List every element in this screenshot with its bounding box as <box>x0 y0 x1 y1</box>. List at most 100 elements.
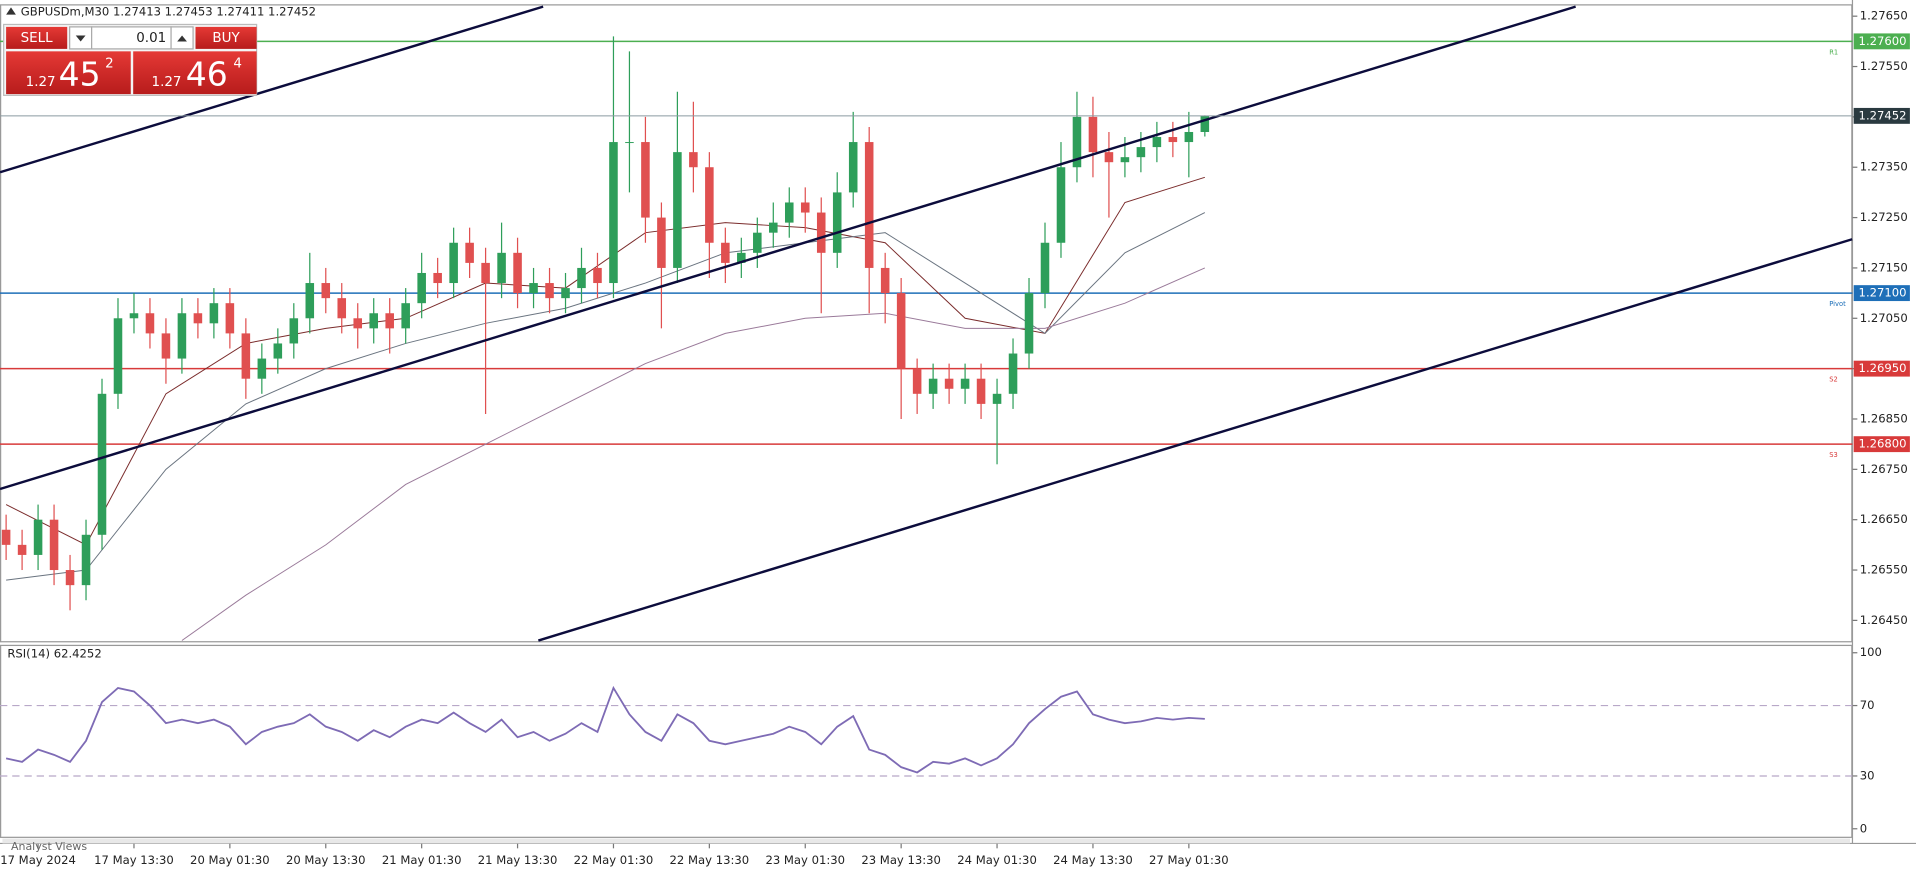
arrow-icon <box>75 35 86 42</box>
sell-price[interactable] <box>6 51 131 95</box>
candle-body <box>769 222 778 233</box>
price-tag <box>1853 360 1910 377</box>
y-tick-label: 1.27050 <box>1860 311 1908 325</box>
candle-body <box>944 378 954 389</box>
candle-body <box>449 242 458 284</box>
y-tick-label: 1.27250 <box>1860 210 1908 224</box>
candle-body <box>241 333 251 379</box>
candle-body <box>417 272 426 304</box>
main-panel <box>0 4 1853 643</box>
y-tick-label: 70 <box>1860 698 1875 712</box>
candle-body <box>1056 167 1066 243</box>
candle-body <box>321 283 331 299</box>
candle-body <box>864 142 874 268</box>
candle-body <box>193 313 203 324</box>
price-tag <box>1853 107 1910 124</box>
trend-channel <box>0 5 544 174</box>
x-tick-label: 20 May 01:30 <box>190 853 270 867</box>
x-tick-label: 17 May 13:30 <box>94 853 174 867</box>
candle-body <box>401 303 410 329</box>
x-tick-label: 17 May 2024 <box>0 853 76 867</box>
candle-body <box>689 152 698 168</box>
y-tick-label: 0 <box>1860 821 1867 835</box>
price-tag-label: 1.27452 <box>1859 108 1907 122</box>
candle-body <box>880 267 890 294</box>
volume-value: 0.01 <box>136 31 166 46</box>
candle-body <box>657 217 666 268</box>
candle-body <box>81 534 91 586</box>
moving-average <box>6 212 1206 581</box>
trend-channel <box>537 238 1853 642</box>
candle-body <box>737 252 746 263</box>
candle-body <box>529 283 538 294</box>
level-name: S2 <box>1829 376 1838 384</box>
candle-body <box>513 252 522 294</box>
y-tick-label: 1.26450 <box>1860 613 1908 627</box>
y-tick-label: 30 <box>1860 768 1875 782</box>
price-tag-label: 1.27600 <box>1859 34 1907 48</box>
y-tick-label: 1.27550 <box>1860 59 1908 73</box>
y-tick-label: 1.26850 <box>1860 411 1908 425</box>
candle-body <box>465 242 474 263</box>
candle-body <box>832 192 842 253</box>
buy-label: BUY <box>212 31 240 46</box>
price-tag-label: 1.26950 <box>1859 361 1907 375</box>
candle-body <box>705 167 714 243</box>
candle-body <box>33 519 43 555</box>
arrow-icon <box>177 35 187 42</box>
candle-body <box>1088 116 1098 153</box>
buy-button[interactable] <box>195 26 257 49</box>
trade-panel: SELL 0.01 BUY 1.27 45 2 1.27 46 4 <box>3 23 258 96</box>
candle-body <box>976 378 986 404</box>
x-tick-label: 24 May 01:30 <box>957 853 1037 867</box>
candle-body <box>385 313 394 329</box>
price-tag-label: 1.26800 <box>1859 437 1907 451</box>
candle-body <box>960 378 970 389</box>
price-prefix: 1.27 <box>152 75 182 90</box>
price-prefix: 1.27 <box>26 75 56 90</box>
candle-body <box>896 293 906 369</box>
x-tick-label: 21 May 13:30 <box>478 853 558 867</box>
candle-body <box>305 283 315 319</box>
candle-body <box>1072 116 1082 168</box>
y-tick-label: 1.26750 <box>1860 462 1908 476</box>
buy-price[interactable] <box>133 51 257 95</box>
candle-body <box>225 303 235 334</box>
candle-body <box>1040 242 1050 294</box>
candle-body <box>1 529 11 545</box>
candle-body <box>113 318 123 394</box>
candle-body <box>257 358 267 379</box>
price-sup: 4 <box>233 57 242 72</box>
price-main: 46 <box>186 54 228 93</box>
candle-body <box>273 343 283 359</box>
candle-body <box>816 212 826 253</box>
candle-body <box>337 298 347 319</box>
y-tick-label: 1.27350 <box>1860 160 1908 174</box>
collapse-icon[interactable] <box>6 7 16 15</box>
x-tick-label: 22 May 01:30 <box>574 853 654 867</box>
candle-body <box>1168 137 1178 143</box>
sell-button[interactable] <box>6 26 68 49</box>
candle-body <box>145 313 155 334</box>
rsi-panel <box>0 644 1853 838</box>
rsi-title: RSI(14) 62.4252 <box>7 646 101 660</box>
candle-body <box>800 202 810 213</box>
y-tick-label: 1.27650 <box>1860 9 1908 23</box>
x-tick-label: 27 May 01:30 <box>1149 853 1229 867</box>
candle-body <box>17 544 27 555</box>
footer-tab[interactable]: Analyst Views <box>11 840 87 853</box>
x-tick-label: 23 May 01:30 <box>765 853 845 867</box>
x-tick-label: 24 May 13:30 <box>1053 853 1133 867</box>
y-tick-label: 1.27150 <box>1860 260 1908 274</box>
candle-body <box>209 303 219 324</box>
x-tick-label: 21 May 01:30 <box>382 853 462 867</box>
candle-body <box>992 393 1002 404</box>
candle-body <box>641 142 650 218</box>
candle-body <box>289 318 299 344</box>
trend-channel <box>0 5 1576 491</box>
y-tick-label: 1.26650 <box>1860 512 1908 526</box>
candle-body <box>65 570 75 586</box>
candle-body <box>369 313 378 329</box>
candle-body <box>1200 115 1210 132</box>
